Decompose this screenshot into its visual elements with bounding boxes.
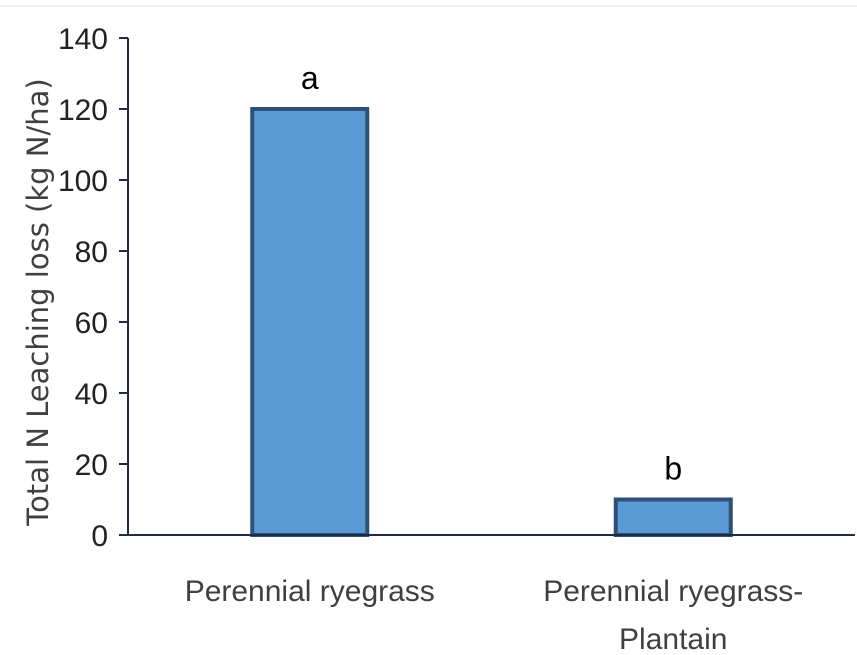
bar-data-label: a <box>301 60 319 96</box>
y-tick-label: 60 <box>75 307 108 340</box>
x-tick-label: Perennial ryegrass- <box>543 575 803 608</box>
y-tick-label: 0 <box>91 520 108 553</box>
y-tick-label: 120 <box>58 94 108 127</box>
y-tick-label: 80 <box>75 236 108 269</box>
y-tick-label: 140 <box>58 23 108 56</box>
bar <box>613 497 733 537</box>
y-tick-label: 20 <box>75 449 108 482</box>
x-tick-label: Plantain <box>619 623 727 655</box>
data-labels: ab <box>301 60 682 487</box>
y-axis-label: Total N Leaching loss (kg N/ha) <box>21 78 55 526</box>
bars <box>250 107 733 537</box>
x-tick-label: Perennial ryegrass <box>185 575 435 608</box>
x-axis-labels: Perennial ryegrass Perennial ryegrass- Pla… <box>185 575 804 655</box>
y-axis-ticks: 0 20 40 60 80 100 120 140 <box>58 23 128 553</box>
y-tick-label: 100 <box>58 165 108 198</box>
bar <box>250 107 370 537</box>
bar-data-label: b <box>664 451 682 487</box>
y-tick-label: 40 <box>75 378 108 411</box>
